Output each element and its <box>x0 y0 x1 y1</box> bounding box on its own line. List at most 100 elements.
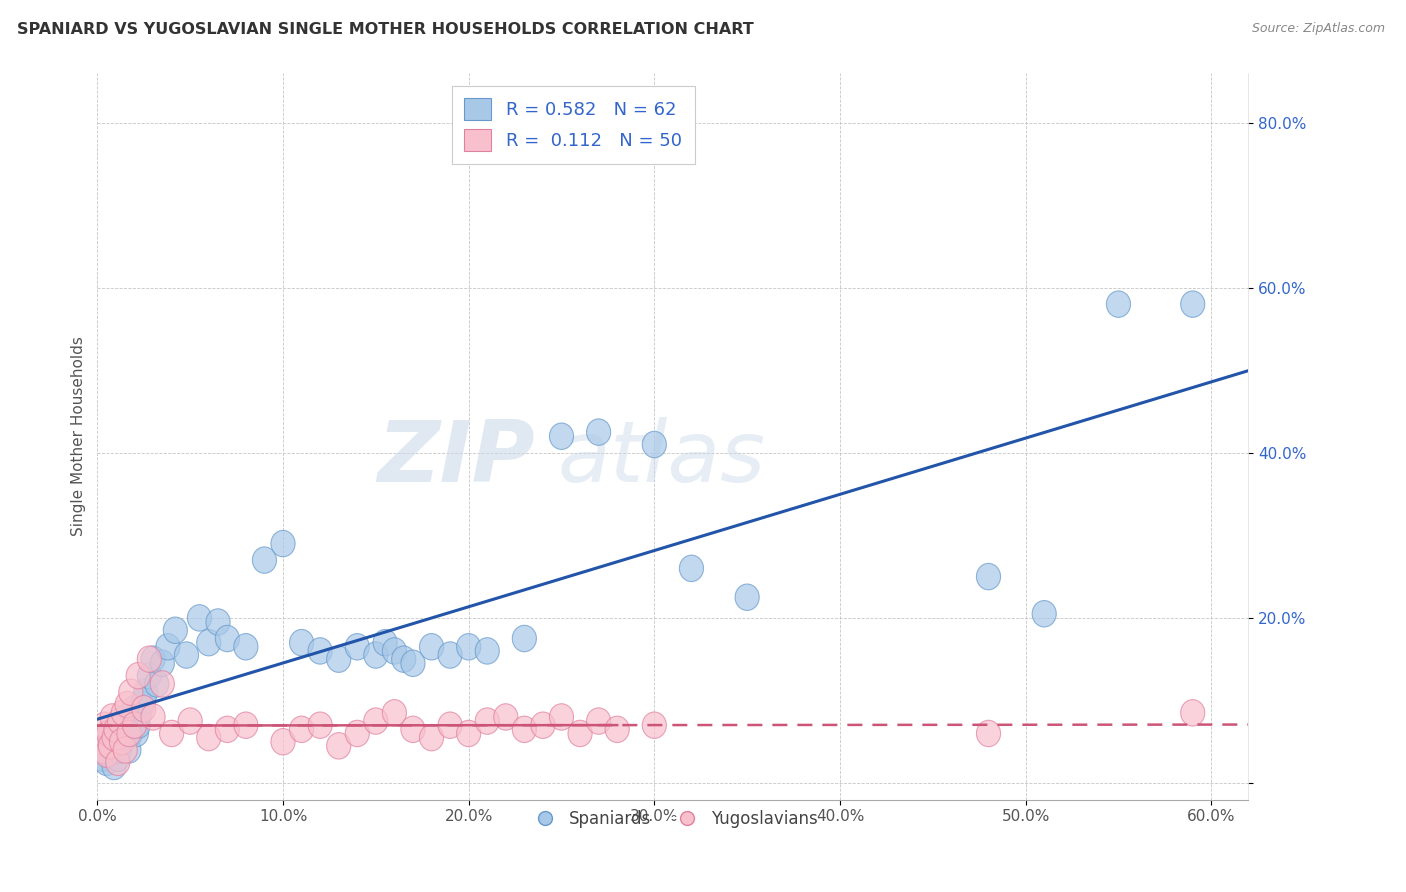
Ellipse shape <box>439 712 463 739</box>
Ellipse shape <box>512 716 537 742</box>
Ellipse shape <box>568 720 592 747</box>
Ellipse shape <box>475 638 499 665</box>
Ellipse shape <box>187 605 211 632</box>
Ellipse shape <box>103 753 127 780</box>
Ellipse shape <box>132 687 156 714</box>
Ellipse shape <box>89 737 112 764</box>
Ellipse shape <box>512 625 537 652</box>
Ellipse shape <box>401 650 425 676</box>
Ellipse shape <box>419 633 444 660</box>
Ellipse shape <box>364 642 388 668</box>
Ellipse shape <box>494 704 517 731</box>
Ellipse shape <box>382 699 406 726</box>
Ellipse shape <box>128 699 152 726</box>
Ellipse shape <box>233 633 257 660</box>
Ellipse shape <box>401 716 425 742</box>
Ellipse shape <box>122 712 146 739</box>
Ellipse shape <box>679 555 703 582</box>
Ellipse shape <box>91 745 115 772</box>
Ellipse shape <box>215 625 239 652</box>
Ellipse shape <box>100 732 124 759</box>
Ellipse shape <box>1107 291 1130 318</box>
Ellipse shape <box>132 696 156 722</box>
Ellipse shape <box>141 704 165 731</box>
Ellipse shape <box>373 630 396 656</box>
Ellipse shape <box>308 712 332 739</box>
Ellipse shape <box>91 737 115 764</box>
Ellipse shape <box>115 691 139 718</box>
Ellipse shape <box>111 716 135 742</box>
Ellipse shape <box>117 737 141 764</box>
Ellipse shape <box>290 716 314 742</box>
Ellipse shape <box>439 642 463 668</box>
Y-axis label: Single Mother Households: Single Mother Households <box>72 336 86 536</box>
Ellipse shape <box>108 708 132 734</box>
Ellipse shape <box>290 630 314 656</box>
Ellipse shape <box>586 419 610 445</box>
Ellipse shape <box>419 724 444 751</box>
Ellipse shape <box>141 646 165 673</box>
Ellipse shape <box>134 679 157 706</box>
Ellipse shape <box>150 671 174 698</box>
Ellipse shape <box>110 729 134 755</box>
Ellipse shape <box>550 704 574 731</box>
Ellipse shape <box>364 708 388 734</box>
Ellipse shape <box>108 737 132 764</box>
Ellipse shape <box>159 720 184 747</box>
Ellipse shape <box>308 638 332 665</box>
Ellipse shape <box>326 732 350 759</box>
Ellipse shape <box>163 617 187 643</box>
Ellipse shape <box>976 564 1001 590</box>
Ellipse shape <box>605 716 630 742</box>
Ellipse shape <box>976 720 1001 747</box>
Ellipse shape <box>346 633 370 660</box>
Ellipse shape <box>252 547 277 574</box>
Text: atlas: atlas <box>558 417 766 500</box>
Ellipse shape <box>118 679 143 706</box>
Ellipse shape <box>94 749 118 775</box>
Ellipse shape <box>129 691 155 718</box>
Ellipse shape <box>89 729 112 755</box>
Ellipse shape <box>98 732 122 759</box>
Ellipse shape <box>271 531 295 557</box>
Ellipse shape <box>174 642 198 668</box>
Ellipse shape <box>103 724 127 751</box>
Ellipse shape <box>145 671 169 698</box>
Ellipse shape <box>392 646 416 673</box>
Ellipse shape <box>346 720 370 747</box>
Ellipse shape <box>94 741 118 767</box>
Ellipse shape <box>179 708 202 734</box>
Text: SPANIARD VS YUGOSLAVIAN SINGLE MOTHER HOUSEHOLDS CORRELATION CHART: SPANIARD VS YUGOSLAVIAN SINGLE MOTHER HO… <box>17 22 754 37</box>
Ellipse shape <box>104 724 128 751</box>
Ellipse shape <box>1181 699 1205 726</box>
Ellipse shape <box>112 712 138 739</box>
Ellipse shape <box>205 609 231 635</box>
Text: Source: ZipAtlas.com: Source: ZipAtlas.com <box>1251 22 1385 36</box>
Ellipse shape <box>531 712 555 739</box>
Text: ZIP: ZIP <box>377 417 534 500</box>
Ellipse shape <box>115 704 139 731</box>
Ellipse shape <box>138 646 162 673</box>
Ellipse shape <box>197 724 221 751</box>
Ellipse shape <box>97 720 121 747</box>
Ellipse shape <box>215 716 239 742</box>
Ellipse shape <box>197 630 221 656</box>
Ellipse shape <box>104 716 128 742</box>
Ellipse shape <box>93 712 117 739</box>
Ellipse shape <box>326 646 350 673</box>
Ellipse shape <box>735 584 759 610</box>
Ellipse shape <box>550 423 574 450</box>
Ellipse shape <box>156 633 180 660</box>
Ellipse shape <box>98 720 122 747</box>
Ellipse shape <box>586 708 610 734</box>
Ellipse shape <box>110 729 134 755</box>
Ellipse shape <box>112 737 138 764</box>
Ellipse shape <box>127 663 150 689</box>
Ellipse shape <box>100 704 124 731</box>
Ellipse shape <box>150 650 174 676</box>
Ellipse shape <box>1181 291 1205 318</box>
Ellipse shape <box>233 712 257 739</box>
Ellipse shape <box>117 720 141 747</box>
Ellipse shape <box>105 745 129 772</box>
Ellipse shape <box>1032 600 1056 627</box>
